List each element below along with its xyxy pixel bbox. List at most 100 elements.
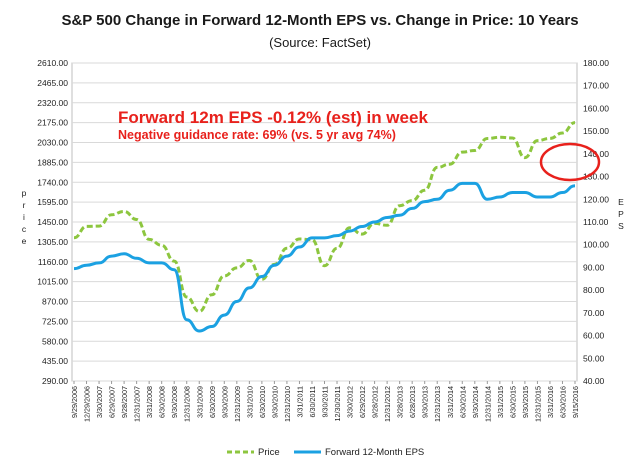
eps-data-point <box>399 214 401 216</box>
price-data-point <box>349 227 351 229</box>
price-data-point <box>549 138 551 140</box>
x-tick-label: 6/30/2015 <box>508 386 517 418</box>
eps-data-point <box>311 237 313 239</box>
eps-data-point <box>173 269 175 271</box>
left-tick-label: 2030.00 <box>37 138 68 148</box>
price-data-point <box>86 226 88 228</box>
right-axis-title-text: EPS <box>618 197 624 231</box>
annotation-subline: Negative guidance rate: 69% (vs. 5 yr av… <box>118 128 396 142</box>
x-tick-label: 12/31/2007 <box>133 386 142 422</box>
price-data-point <box>411 200 413 202</box>
axis-title-letter: E <box>618 197 624 207</box>
highlight-circle <box>539 142 601 182</box>
right-tick-label: 150.00 <box>583 126 609 136</box>
eps-data-point <box>562 192 564 194</box>
x-tick-label: 3/31/2014 <box>446 386 455 418</box>
right-tick-label: 60.00 <box>583 331 605 341</box>
right-tick-label: 110.00 <box>583 217 609 227</box>
x-tick-label: 6/28/2013 <box>408 386 417 418</box>
left-tick-label: 1595.00 <box>37 197 68 207</box>
eps-data-point <box>549 196 551 198</box>
x-tick-label: 3/31/2008 <box>145 386 154 418</box>
x-tick-label: 3/31/2015 <box>496 386 505 418</box>
price-data-point <box>261 279 263 281</box>
x-tick-label: 9/15/2016 <box>571 386 580 418</box>
eps-data-point <box>186 319 188 321</box>
left-tick-label: 1885.00 <box>37 157 68 167</box>
left-tick-label: 870.00 <box>42 297 68 307</box>
axis-title-letter: P <box>618 209 624 219</box>
eps-data-point <box>424 201 426 203</box>
price-data-point <box>462 151 464 153</box>
eps-data-point <box>349 230 351 232</box>
chart-title: S&P 500 Change in Forward 12-Month EPS v… <box>61 12 578 29</box>
right-tick-label: 70.00 <box>583 308 605 318</box>
price-data-point <box>111 214 113 216</box>
eps-data-point <box>236 301 238 303</box>
x-tick-label: 9/30/2014 <box>471 386 480 418</box>
right-tick-label: 170.00 <box>583 81 609 91</box>
axis-title-letter: r <box>23 200 26 210</box>
eps-data-point <box>299 246 301 248</box>
left-tick-label: 580.00 <box>42 336 68 346</box>
price-data-point <box>299 238 301 240</box>
x-tick-label: 6/29/2012 <box>358 386 367 418</box>
eps-data-point <box>249 287 251 289</box>
right-axis-ticks: 180.00170.00160.00150.00140.00130.00120.… <box>583 58 609 386</box>
price-data-point <box>161 245 163 247</box>
price-data-point <box>98 225 100 227</box>
left-tick-label: 725.00 <box>42 316 68 326</box>
eps-data-point <box>148 262 150 264</box>
chart-subtitle: (Source: FactSet) <box>269 35 371 50</box>
price-data-point <box>336 248 338 250</box>
price-data-point <box>224 275 226 277</box>
x-tick-label: 3/30/2012 <box>346 386 355 418</box>
series-lines <box>73 121 576 333</box>
x-tick-label: 12/31/2012 <box>383 386 392 422</box>
price-data-point <box>123 211 125 213</box>
axis-title-letter: c <box>22 224 27 234</box>
eps-data-point <box>274 264 276 266</box>
price-data-point <box>574 122 576 124</box>
left-tick-label: 1015.00 <box>37 277 68 287</box>
price-data-point <box>436 167 438 169</box>
eps-data-point <box>136 258 138 260</box>
x-tick-label: 9/28/2007 <box>120 386 129 418</box>
left-tick-label: 1450.00 <box>37 217 68 227</box>
left-tick-label: 2320.00 <box>37 98 68 108</box>
x-tick-label: 3/30/2007 <box>95 386 104 418</box>
x-tick-label: 9/30/2011 <box>321 386 330 417</box>
x-tick-label: 3/31/2009 <box>195 386 204 418</box>
eps-data-point <box>286 255 288 257</box>
x-tick-label: 3/31/2016 <box>546 386 555 418</box>
price-data-point <box>537 140 539 142</box>
x-tick-label: 3/28/2013 <box>396 386 405 418</box>
right-tick-label: 40.00 <box>583 376 605 386</box>
price-data-point <box>499 137 501 139</box>
annotation-headline: Forward 12m EPS -0.12% (est) in week <box>118 108 428 127</box>
eps-data-point <box>462 183 464 185</box>
eps-data-point <box>524 192 526 194</box>
x-tick-label: 6/30/2011 <box>308 386 317 417</box>
right-tick-label: 120.00 <box>583 194 609 204</box>
eps-data-point <box>374 221 376 223</box>
price-data-point <box>236 267 238 269</box>
x-tick-label: 9/30/2008 <box>170 386 179 418</box>
x-tick-label: 6/30/2009 <box>208 386 217 418</box>
x-tick-label: 6/30/2016 <box>558 386 567 418</box>
eps-data-point <box>449 189 451 191</box>
price-data-point <box>249 260 251 262</box>
legend-price-label: Price <box>258 447 280 458</box>
x-tick-label: 12/31/2013 <box>433 386 442 422</box>
price-data-point <box>449 163 451 165</box>
axis-title-letter: e <box>22 236 27 246</box>
eps-data-point <box>537 196 539 198</box>
left-tick-label: 1305.00 <box>37 237 68 247</box>
x-tick-label: 6/30/2014 <box>458 386 467 418</box>
eps-series-line <box>73 181 576 333</box>
eps-data-point <box>411 208 413 210</box>
